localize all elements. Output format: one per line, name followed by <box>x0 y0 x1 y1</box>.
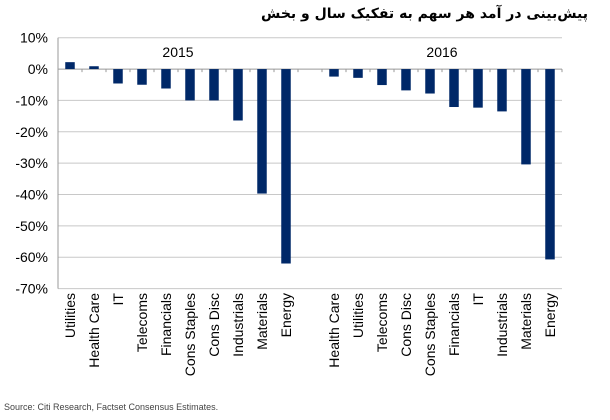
bar-2016-energy <box>545 69 555 260</box>
x-tick-label: Telecoms <box>134 293 150 352</box>
x-tick-label: Financials <box>446 293 462 356</box>
bar-2015-energy <box>281 69 291 264</box>
x-tick-label: IT <box>110 293 126 306</box>
x-tick-label: Cons Disc <box>206 293 222 357</box>
bar-2015-materials <box>257 69 267 194</box>
chart-title: پیش‌بینی در آمد هر سهم به تفکیک سال و بخ… <box>261 6 588 22</box>
bar-2015-health-care <box>89 66 99 70</box>
y-tick-label: -10% <box>15 92 48 108</box>
bar-2016-industrials <box>497 69 507 112</box>
x-tick-label: Health Care <box>326 293 342 368</box>
x-tick-label: Utilities <box>62 293 78 338</box>
y-tick-label: -70% <box>15 281 48 297</box>
y-tick-label: -60% <box>15 249 48 265</box>
x-tick-label: Health Care <box>86 293 102 368</box>
y-tick-label: -20% <box>15 124 48 140</box>
x-tick-label: Industrials <box>230 293 246 357</box>
x-tick-label: Materials <box>518 293 534 350</box>
x-tick-label: Financials <box>158 293 174 356</box>
y-tick-label: -40% <box>15 187 48 203</box>
group-label-2016: 2016 <box>426 44 457 60</box>
bar-2015-cons-staples <box>185 69 195 101</box>
x-tick-label: IT <box>470 293 486 306</box>
x-tick-label: Materials <box>254 293 270 350</box>
x-tick-label: Industrials <box>494 293 510 357</box>
bar-2015-cons-disc <box>209 69 219 101</box>
y-tick-label: -30% <box>15 155 48 171</box>
group-label-2015: 2015 <box>162 44 193 60</box>
bar-2016-cons-disc <box>401 69 411 91</box>
bar-2015-industrials <box>233 69 243 121</box>
bar-2016-materials <box>521 69 531 165</box>
bar-2016-telecoms <box>377 69 387 86</box>
x-tick-label: Utilities <box>350 293 366 338</box>
x-tick-label: Energy <box>278 293 294 337</box>
bar-2015-telecoms <box>137 69 147 85</box>
bar-2015-it <box>113 69 123 84</box>
x-tick-label: Energy <box>542 293 558 337</box>
bar-2016-utilities <box>353 69 363 78</box>
bar-2016-cons-staples <box>425 69 435 94</box>
bar-2016-health-care <box>329 69 339 77</box>
bar-2015-financials <box>161 69 171 89</box>
bar-2015-utilities <box>65 62 75 70</box>
source-note: Source: Citi Research, Factset Consensus… <box>4 402 219 412</box>
y-tick-label: -50% <box>15 218 48 234</box>
bar-2016-it <box>473 69 483 108</box>
x-tick-label: Cons Disc <box>398 293 414 357</box>
y-tick-label: 0% <box>28 61 48 77</box>
bar-2016-financials <box>449 69 459 108</box>
x-tick-label: Telecoms <box>374 293 390 352</box>
y-tick-label: 10% <box>20 30 48 46</box>
x-tick-label: Cons Staples <box>422 293 438 376</box>
x-tick-label: Cons Staples <box>182 293 198 376</box>
